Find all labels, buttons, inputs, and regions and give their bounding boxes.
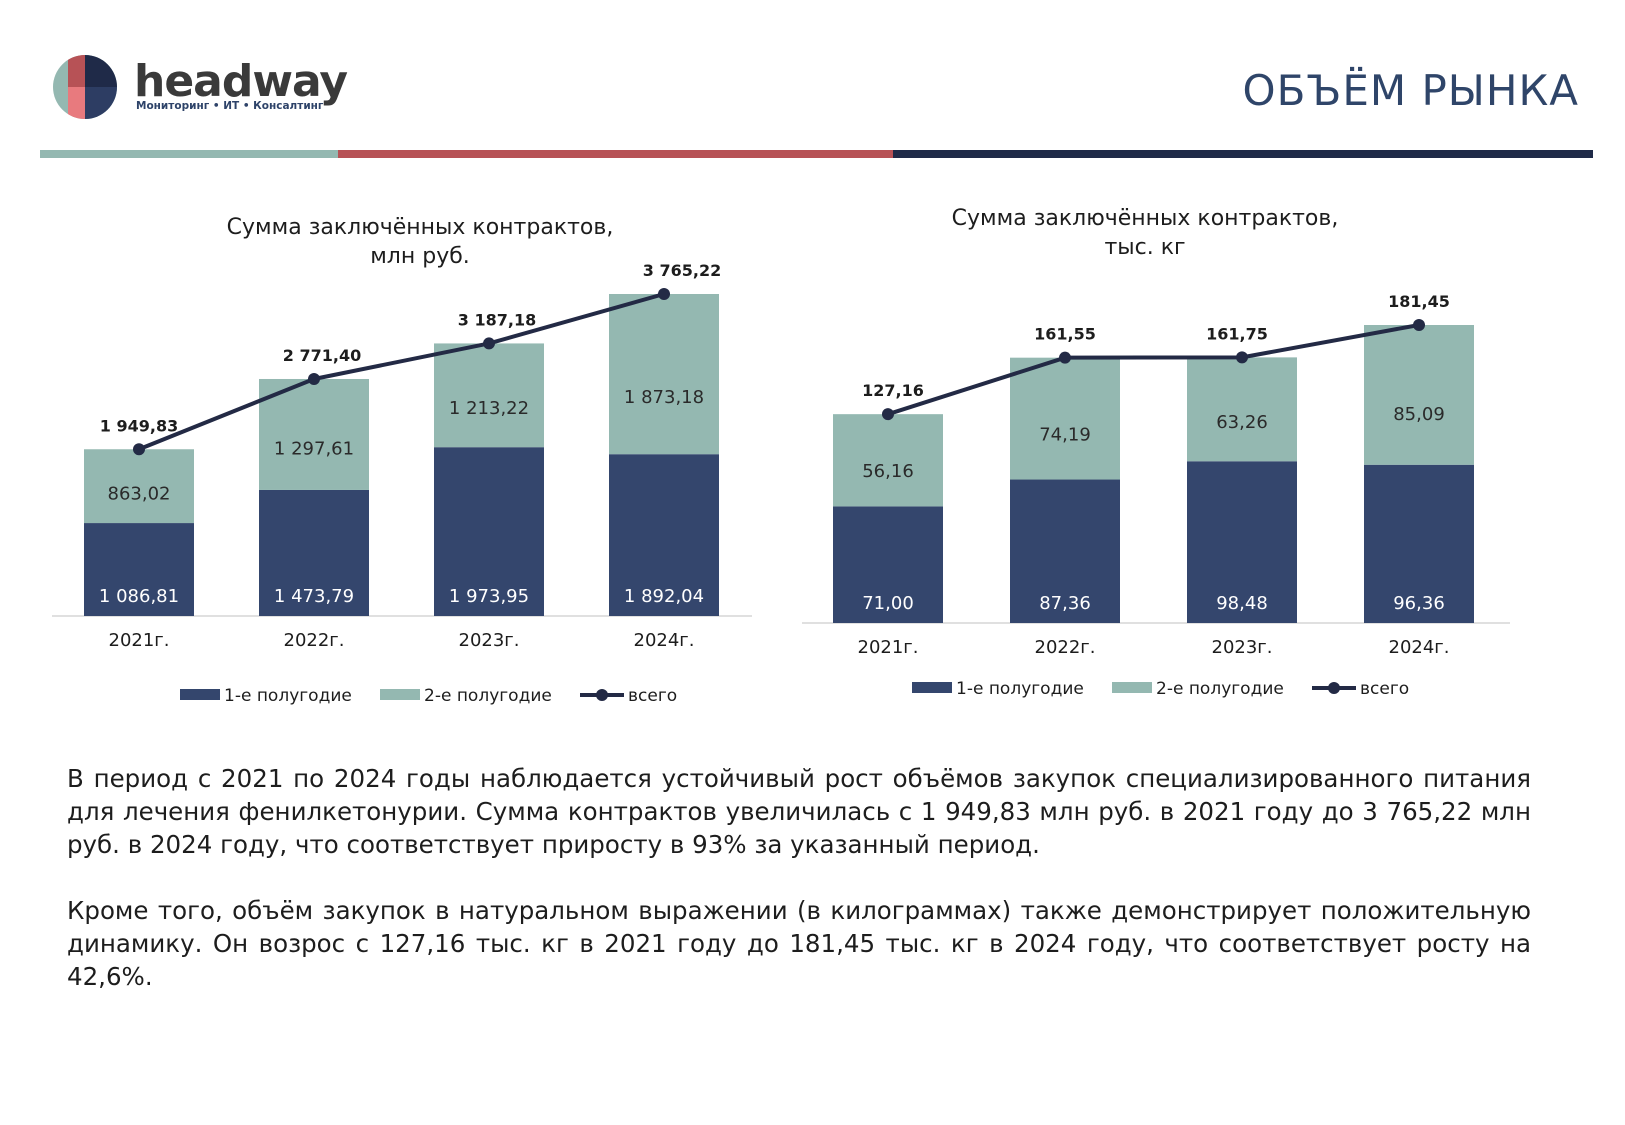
contracts-kg-chart: Сумма заключённых контрактов, тыс. кг 71,0… [802,206,1510,699]
bar-h2-2023г. [434,343,544,448]
bar-h1-2023г. [1187,461,1297,623]
value-label-h1: 1 973,95 [449,586,529,607]
x-tick-label: 2022г. [284,630,345,651]
header-rule-red [338,150,893,158]
x-tick-label: 2021г. [858,637,919,658]
total-point [882,408,894,421]
value-label-h2: 63,26 [1216,412,1268,433]
legend-swatch-h2 [380,689,420,700]
value-label-h2: 863,02 [108,483,171,504]
chart-subtitle: млн руб. [370,244,470,269]
summary-paragraph-1: В период с 2021 по 2024 годы наблюдается… [67,764,1531,859]
bar-h2-2022г. [1010,357,1120,480]
total-point [483,337,495,350]
logo-tagline: Мониторинг • ИТ • Консалтинг [136,100,324,112]
legend-marker-total [1328,682,1340,694]
logo-wordmark: headway [134,56,348,107]
legend-marker-total [596,689,608,701]
x-tick-label: 2024г. [634,630,695,651]
chart-title: Сумма заключённых контрактов, [952,206,1339,231]
bar-h2-2024г. [1364,325,1474,465]
total-value-label: 181,45 [1388,292,1450,311]
total-point [308,372,320,385]
total-value-label: 161,75 [1206,324,1268,343]
total-point [1413,319,1425,331]
bar-h1-2022г. [259,489,369,616]
contracts-rub-chart: Сумма заключённых контрактов, млн руб. 1 0… [52,215,752,706]
total-value-label: 161,55 [1034,325,1096,344]
legend-label-total: всего [1360,679,1409,699]
value-label-h2: 56,16 [862,461,914,482]
value-label-h2: 1 873,18 [624,387,704,408]
company-logo: headway Мониторинг • ИТ • Консалтинг [52,54,348,124]
legend-swatch-h1 [180,689,220,700]
legend-swatch-h2 [1112,682,1152,693]
x-tick-label: 2023г. [1212,637,1273,658]
header-rule-navy [893,150,1593,158]
total-line [138,292,665,452]
total-value-label: 3 187,18 [458,310,536,329]
bar-h2-2024г. [609,294,719,455]
x-tick-label: 2022г. [1035,637,1096,658]
total-point [1059,351,1071,364]
bar-h1-2022г. [1010,479,1120,623]
legend-label-h2: 2-е полугодие [1156,679,1284,699]
legend-label-h2: 2-е полугодие [424,686,552,706]
x-tick-label: 2024г. [1389,637,1450,658]
legend-label-h1: 1-е полугодие [224,686,352,706]
bar-h1-2024г. [1364,464,1474,623]
chart-title: Сумма заключённых контрактов, [227,215,614,240]
total-value-label: 1 949,83 [100,416,178,435]
bar-h1-2021г. [84,523,194,616]
total-point [658,288,670,300]
bar-h2-2021г. [833,414,943,507]
x-tick-label: 2021г. [109,630,170,651]
page-title: ОБЪЁМ РЫНКА [1242,66,1579,115]
value-label-h2: 85,09 [1393,404,1445,425]
total-value-label: 127,16 [862,381,924,400]
value-label-h1: 1 086,81 [99,586,179,607]
header-rule-teal [40,150,338,158]
bar-h1-2021г. [833,506,943,623]
value-label-h1: 1 473,79 [274,586,354,607]
chart-subtitle: тыс. кг [1104,235,1185,260]
total-line [887,323,1420,417]
value-label-h2: 1 213,22 [449,398,529,419]
bar-h2-2022г. [259,378,369,490]
total-point [133,443,145,456]
x-tick-label: 2023г. [459,630,520,651]
value-label-h1: 1 892,04 [624,586,704,607]
total-value-label: 3 765,22 [643,261,721,280]
value-label-h1: 96,36 [1393,593,1445,614]
bar-h2-2023г. [1187,357,1297,462]
value-label-h2: 1 297,61 [274,438,354,459]
value-label-h1: 87,36 [1039,593,1091,614]
value-label-h2: 74,19 [1039,425,1091,446]
bar-h1-2024г. [609,454,719,616]
value-label-h1: 71,00 [862,593,914,614]
summary-paragraph-2: Кроме того, объём закупок в натуральном … [67,896,1531,991]
total-point [1236,351,1248,364]
legend-label-h1: 1-е полугодие [956,679,1084,699]
logo-mark-icon [53,55,117,119]
total-value-label: 2 771,40 [283,346,361,365]
legend-swatch-h1 [912,682,952,693]
summary-text: В период с 2021 по 2024 годы наблюдается… [67,762,1531,1026]
legend-label-total: всего [628,686,677,706]
bar-h1-2023г. [434,447,544,616]
value-label-h1: 98,48 [1216,593,1268,614]
bar-h2-2021г. [84,449,194,524]
